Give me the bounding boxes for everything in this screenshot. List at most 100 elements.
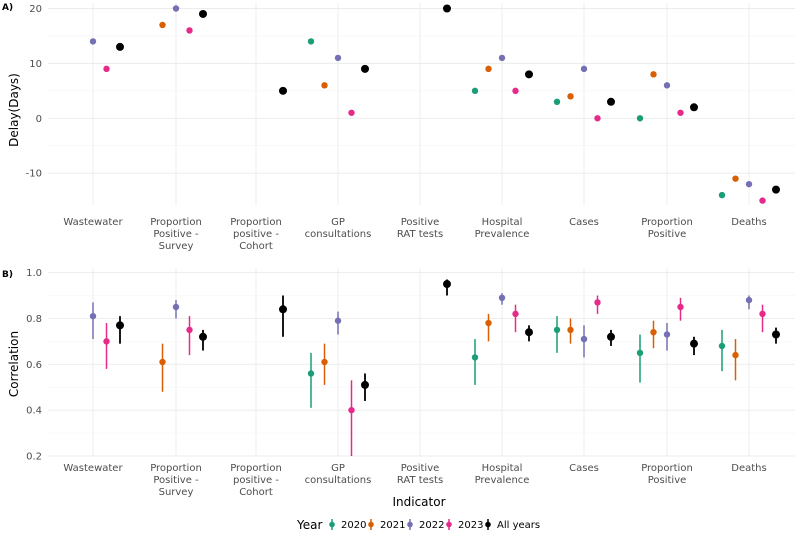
panel-b-tag: B): [2, 270, 13, 280]
y-tick-label: -10: [26, 169, 42, 180]
data-point: [89, 38, 97, 45]
data-point: [485, 319, 492, 327]
data-point: [471, 354, 479, 361]
data-point: [103, 338, 110, 345]
data-point: [334, 54, 342, 62]
panel-b-x-ticks: Wastewater Proportion Positive -Survey Prop…: [63, 463, 766, 498]
data-point: [732, 175, 739, 182]
data-point: [650, 328, 657, 336]
data-point: [663, 331, 671, 338]
data-point: [650, 71, 657, 78]
data-point: [732, 351, 739, 359]
data-point: [718, 342, 726, 350]
panel-b-y-axis-title: Correlation: [7, 331, 21, 397]
data-point: [690, 339, 698, 348]
data-point: [307, 370, 315, 377]
legend-key-dot: [329, 521, 335, 528]
data-point: [348, 406, 355, 414]
x-tick-label: Hospital Prevalence: [475, 217, 530, 240]
data-point: [772, 185, 780, 194]
data-point: [186, 326, 193, 334]
y-tick-label: 0.8: [26, 314, 42, 325]
data-point: [159, 358, 166, 366]
data-point: [103, 65, 110, 73]
data-point: [172, 5, 180, 12]
data-point: [580, 335, 588, 343]
data-point: [443, 280, 451, 289]
legend-label: 2022: [419, 520, 444, 531]
x-tick-label: Hospital Prevalence: [475, 463, 530, 486]
data-point: [186, 27, 193, 34]
data-point: [116, 321, 124, 330]
data-point: [485, 65, 492, 73]
data-point: [553, 326, 561, 334]
data-point: [334, 317, 342, 324]
data-point: [361, 380, 369, 389]
data-point: [594, 299, 601, 306]
x-tick-label: Deaths: [731, 463, 766, 474]
data-point: [512, 87, 519, 95]
y-tick-label: 0.4: [26, 406, 42, 417]
y-tick-label: 0.2: [26, 452, 42, 463]
panel-a-y-ticks: -10 0 10 20: [26, 4, 42, 180]
panel-a-tag: A): [2, 3, 13, 13]
data-point: [116, 42, 124, 51]
legend-items: 2020 2021 2022 2023 All years: [329, 519, 540, 531]
x-tick-label: Proportion Positive: [641, 463, 693, 486]
panel-a-gridlines: [48, 3, 795, 205]
data-point: [279, 305, 287, 314]
data-point: [677, 303, 684, 311]
legend-label: All years: [497, 520, 540, 531]
x-tick-label: Proportion Positive -Survey: [150, 463, 202, 498]
data-point: [321, 82, 328, 89]
data-point: [594, 115, 601, 122]
panel-a-marks: [89, 4, 780, 204]
data-point: [159, 21, 166, 29]
data-point: [525, 328, 533, 337]
legend-title: Year: [296, 518, 322, 532]
data-point: [636, 349, 644, 357]
panel-a-delay: A) -10 0 10 20 Wastewater Proportion Positive…: [2, 3, 795, 252]
data-point: [677, 109, 684, 116]
panel-a-y-axis-title: Delay(Days): [7, 73, 21, 147]
panel-b-x-axis-title: Indicator: [392, 495, 445, 509]
legend-label: 2020: [341, 520, 366, 531]
data-point: [772, 330, 780, 339]
data-point: [443, 4, 451, 13]
data-point: [199, 9, 207, 18]
x-tick-label: Proportion Positive: [641, 217, 693, 240]
data-point: [567, 326, 574, 334]
data-point: [361, 64, 369, 73]
x-tick-label: Positive RAT tests: [397, 217, 443, 240]
data-point: [172, 303, 180, 311]
data-point: [759, 310, 766, 318]
panel-b-y-ticks: 0.2 0.4 0.6 0.8 1.0: [26, 268, 42, 462]
data-point: [498, 54, 506, 62]
legend: Year 2020 2021 2022 2023 All years: [296, 518, 540, 532]
x-tick-label: Proportion positive -Cohort: [230, 463, 282, 498]
y-tick-label: 10: [29, 59, 42, 70]
y-tick-label: 0: [36, 114, 42, 125]
data-point: [663, 82, 671, 89]
data-point: [636, 115, 644, 122]
data-point: [690, 103, 698, 112]
data-point: [759, 197, 766, 204]
data-point: [745, 296, 753, 304]
data-point: [89, 312, 97, 320]
legend-key-dot: [407, 521, 413, 528]
legend-key-dot: [485, 521, 491, 528]
x-tick-label: Proportion Positive -Survey: [150, 217, 202, 252]
data-point: [512, 310, 519, 318]
legend-label: 2023: [458, 520, 483, 531]
data-point: [567, 93, 574, 100]
panel-b-gridlines: [48, 268, 795, 457]
data-point: [607, 97, 615, 106]
legend-label: 2021: [380, 520, 405, 531]
panel-b-correlation: B) 0.2 0.4 0.6 0.8 1.0 Wastewater Proportion P…: [2, 268, 795, 509]
panel-b-marks: [89, 279, 780, 456]
data-point: [745, 180, 753, 188]
x-tick-label: Positive RAT tests: [397, 463, 443, 486]
x-tick-label: Wastewater: [63, 463, 123, 474]
data-point: [199, 332, 207, 341]
